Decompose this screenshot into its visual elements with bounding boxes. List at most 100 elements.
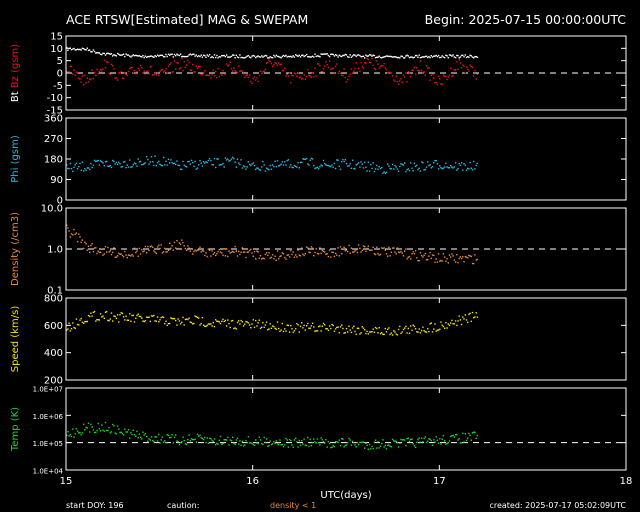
data-point-density <box>153 250 155 252</box>
data-point-bt <box>475 56 477 58</box>
data-point-density <box>299 255 302 257</box>
data-point-bz <box>250 80 252 83</box>
data-point-phi <box>397 170 400 172</box>
data-point-temp <box>453 436 455 438</box>
data-point-bt <box>322 53 325 55</box>
data-point-bt <box>313 56 315 58</box>
data-point-bz <box>193 71 195 73</box>
data-point-bt <box>355 55 357 58</box>
data-point-temp <box>446 442 448 444</box>
data-point-bz <box>354 68 356 70</box>
data-point-bt <box>431 56 434 58</box>
data-point-bz <box>320 71 322 73</box>
data-point-temp <box>113 425 115 427</box>
data-point-speed <box>440 321 442 323</box>
data-point-temp <box>324 442 326 444</box>
data-point-temp <box>79 431 81 434</box>
data-point-temp <box>338 439 340 441</box>
data-point-density <box>296 256 298 258</box>
data-point-density <box>333 255 336 258</box>
data-point-bt <box>357 54 360 56</box>
data-point-temp <box>178 443 181 446</box>
data-point-density <box>200 251 202 253</box>
data-point-density <box>79 236 81 238</box>
data-point-temp <box>185 443 188 446</box>
data-point-bt <box>468 56 470 58</box>
data-point-bz <box>339 72 342 75</box>
data-point-density <box>99 251 102 253</box>
data-point-bz <box>326 64 328 66</box>
data-point-phi <box>72 170 74 172</box>
data-point-temp <box>130 431 132 434</box>
data-point-temp <box>473 431 475 433</box>
data-point-temp <box>212 440 214 443</box>
data-point-bt <box>89 49 91 51</box>
data-point-temp <box>67 431 69 433</box>
data-point-phi <box>447 167 449 169</box>
data-point-temp <box>103 430 105 432</box>
data-point-density <box>176 240 178 242</box>
data-point-bt <box>239 54 241 56</box>
data-point-speed <box>410 325 412 327</box>
data-point-phi <box>79 162 81 165</box>
data-point-phi <box>89 168 91 171</box>
data-point-density <box>411 253 413 255</box>
data-point-speed <box>95 320 97 322</box>
data-point-bz <box>241 70 244 72</box>
data-point-temp <box>155 436 157 438</box>
data-point-speed <box>384 327 386 330</box>
data-point-phi <box>196 167 199 169</box>
data-point-density <box>166 251 168 253</box>
data-point-bz <box>176 62 178 64</box>
data-point-bt <box>230 55 233 58</box>
data-point-bz <box>194 71 196 73</box>
data-point-speed <box>66 329 68 331</box>
data-point-bz <box>188 61 190 64</box>
data-point-bt <box>315 55 317 58</box>
data-point-speed <box>447 323 449 325</box>
data-point-bt <box>103 52 105 55</box>
data-point-speed <box>469 312 471 315</box>
data-point-phi <box>316 166 319 168</box>
data-point-bt <box>92 49 95 51</box>
data-point-speed <box>86 320 88 323</box>
data-point-phi <box>265 167 268 169</box>
data-point-temp <box>459 442 462 444</box>
data-point-phi <box>301 161 303 163</box>
data-point-density <box>318 253 320 255</box>
data-point-temp <box>198 435 200 437</box>
x-tick-label: 18 <box>620 476 633 487</box>
data-point-bz <box>450 67 452 69</box>
data-point-speed <box>370 331 372 333</box>
data-point-phi <box>250 164 252 167</box>
data-point-density <box>476 258 479 261</box>
data-point-speed <box>176 324 178 326</box>
data-point-phi <box>378 166 380 168</box>
data-point-bt <box>208 54 211 56</box>
data-point-density <box>382 247 384 250</box>
data-point-density <box>245 256 247 259</box>
data-point-bt <box>148 55 150 58</box>
data-point-bz <box>334 65 337 68</box>
data-point-bz <box>279 63 281 66</box>
data-point-bz <box>79 78 81 80</box>
data-point-phi <box>425 166 428 168</box>
data-point-density <box>453 259 455 261</box>
data-point-bt <box>387 55 389 57</box>
y-tick-label: 90 <box>50 175 63 186</box>
data-point-speed <box>276 321 279 323</box>
data-point-temp <box>194 438 196 440</box>
data-point-bz <box>86 77 88 79</box>
data-point-bz <box>156 72 159 75</box>
data-point-speed <box>258 319 260 321</box>
data-point-bt <box>374 57 377 59</box>
data-point-temp <box>255 439 257 441</box>
data-point-density <box>195 250 197 252</box>
data-point-density <box>353 251 355 253</box>
data-point-bz <box>404 76 406 78</box>
data-point-density <box>265 252 268 254</box>
data-point-density <box>393 247 395 249</box>
data-point-phi <box>467 167 469 170</box>
data-point-bt <box>339 55 342 57</box>
data-point-phi <box>396 168 399 170</box>
